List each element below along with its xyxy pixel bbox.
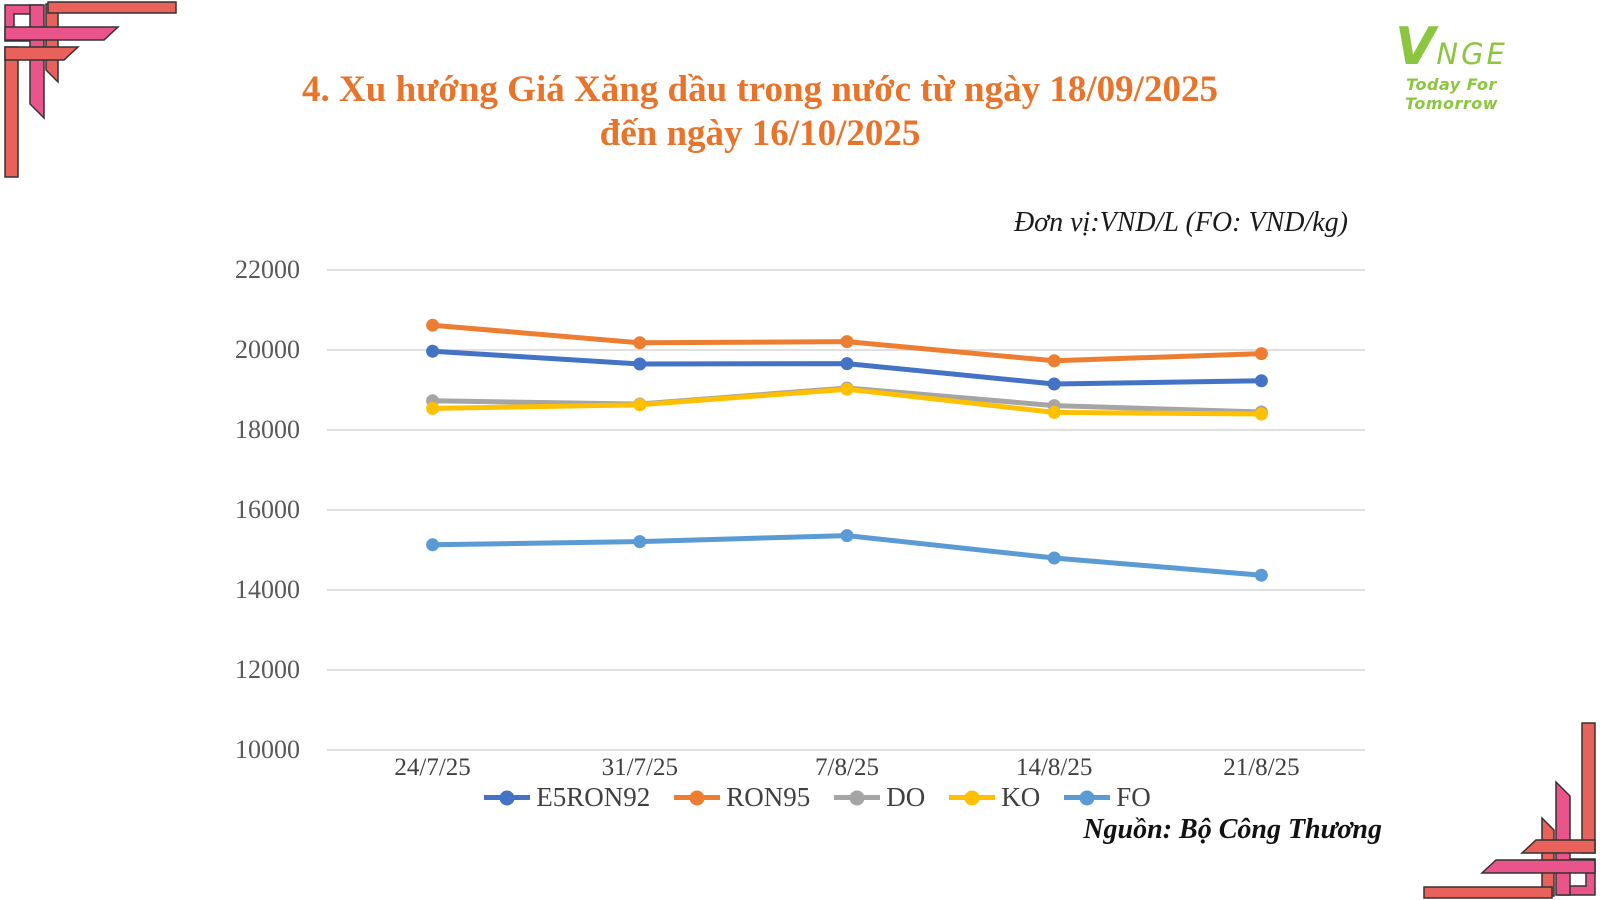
legend-label: DO bbox=[886, 782, 926, 812]
logo: V NGE Today For Tomorrow bbox=[1359, 17, 1544, 113]
series-marker-RON95 bbox=[633, 336, 647, 350]
source-label: Nguồn: Bộ Công Thương bbox=[1083, 814, 1382, 845]
y-tick-label: 20000 bbox=[235, 335, 300, 364]
y-tick-label: 12000 bbox=[235, 655, 300, 684]
page-title-line2: đến ngày 16/10/2025 bbox=[599, 113, 921, 155]
chart-legend: E5RON92 RON95 DO KO FO bbox=[300, 782, 1335, 813]
legend-item-RON95: RON95 bbox=[674, 782, 810, 813]
legend-dot-icon bbox=[689, 790, 705, 805]
series-marker-FO bbox=[840, 529, 854, 543]
series-marker-RON95 bbox=[840, 335, 854, 349]
series-marker-E5RON92 bbox=[633, 357, 647, 371]
y-tick-label: 18000 bbox=[235, 415, 300, 444]
y-tick-label: 16000 bbox=[235, 495, 300, 524]
series-marker-KO bbox=[1047, 405, 1061, 419]
legend-dot-icon bbox=[499, 790, 515, 805]
legend-item-FO: FO bbox=[1064, 782, 1151, 813]
y-tick-label: 14000 bbox=[235, 575, 300, 604]
series-marker-KO bbox=[840, 382, 854, 396]
y-tick-label: 10000 bbox=[235, 735, 300, 764]
series-marker-KO bbox=[633, 398, 647, 412]
series-marker-E5RON92 bbox=[840, 357, 854, 371]
logo-text: NGE bbox=[1436, 36, 1508, 71]
legend-dot-icon bbox=[1079, 790, 1095, 805]
corner-ornament-icon bbox=[4, 1, 177, 178]
series-marker-E5RON92 bbox=[1254, 374, 1268, 388]
series-marker-FO bbox=[1254, 568, 1268, 582]
logo-tagline: Today For Tomorrow bbox=[1404, 74, 1499, 113]
page-title: 4. Xu hướng Giá Xăng dầu trong nước từ n… bbox=[230, 68, 1290, 157]
x-tick-label: 14/8/25 bbox=[1015, 754, 1093, 781]
series-marker-FO bbox=[633, 535, 647, 549]
legend-label: RON95 bbox=[726, 782, 811, 812]
y-tick-label: 22000 bbox=[235, 255, 300, 284]
legend-marker-icon bbox=[834, 790, 881, 805]
series-marker-RON95 bbox=[1047, 354, 1061, 368]
corner-ornament-icon bbox=[1423, 722, 1596, 899]
legend-label: FO bbox=[1116, 782, 1151, 812]
legend-label: KO bbox=[1001, 782, 1041, 812]
series-marker-KO bbox=[1254, 407, 1268, 421]
legend-marker-icon bbox=[949, 790, 996, 805]
x-tick-label: 24/7/25 bbox=[394, 754, 471, 781]
x-tick-label: 7/8/25 bbox=[815, 754, 879, 781]
legend-item-E5RON92: E5RON92 bbox=[484, 782, 650, 813]
series-marker-RON95 bbox=[426, 318, 440, 332]
logo-v-icon: V bbox=[1395, 17, 1436, 77]
series-marker-RON95 bbox=[1254, 347, 1268, 361]
legend-item-KO: KO bbox=[949, 782, 1040, 813]
series-marker-KO bbox=[426, 401, 440, 415]
legend-dot-icon bbox=[964, 790, 980, 805]
unit-label: Đơn vị:VND/L (FO: VND/kg) bbox=[1013, 207, 1348, 238]
x-tick-label: 21/8/25 bbox=[1223, 754, 1300, 781]
legend-marker-icon bbox=[1064, 790, 1111, 805]
series-marker-FO bbox=[1047, 551, 1061, 565]
legend-dot-icon bbox=[849, 790, 865, 805]
legend-label: E5RON92 bbox=[536, 782, 651, 812]
x-tick-label: 31/7/25 bbox=[601, 754, 678, 781]
series-marker-FO bbox=[426, 538, 440, 552]
legend-item-DO: DO bbox=[834, 782, 925, 813]
legend-marker-icon bbox=[674, 790, 721, 805]
page-title-line1: 4. Xu hướng Giá Xăng dầu trong nước từ n… bbox=[302, 69, 1218, 110]
legend-marker-icon bbox=[484, 790, 531, 805]
series-marker-E5RON92 bbox=[426, 344, 440, 358]
series-marker-E5RON92 bbox=[1047, 377, 1061, 391]
